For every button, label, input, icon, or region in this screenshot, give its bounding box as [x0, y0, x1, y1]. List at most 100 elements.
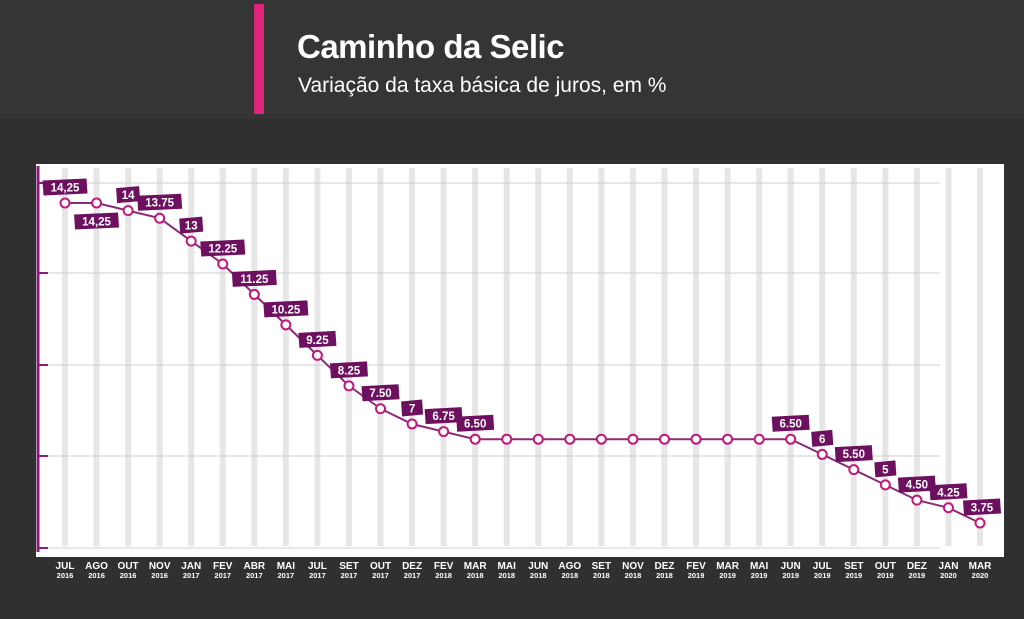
data-label-text: 6.50 — [464, 419, 486, 431]
data-label: 6.75 — [424, 407, 463, 425]
data-label: 9.25 — [298, 330, 337, 348]
x-tick-year: 2019 — [845, 571, 862, 580]
x-tick-year: 2018 — [593, 571, 610, 580]
data-label-text: 12.25 — [208, 243, 237, 255]
x-tick-month: MAI — [277, 561, 296, 572]
data-label-badge — [42, 178, 88, 196]
data-label: 3.75 — [963, 498, 1001, 516]
x-tick-month: JUL — [813, 561, 832, 572]
data-label: 13 — [179, 216, 204, 234]
x-tick-month: JUL — [308, 561, 327, 572]
data-point — [627, 433, 639, 445]
x-tick-year: 2020 — [940, 571, 957, 580]
data-label-badge — [771, 414, 810, 432]
data-label-badge — [874, 460, 897, 478]
column-stripe — [977, 168, 983, 546]
column-stripe — [440, 168, 447, 546]
header-bar — [0, 0, 1024, 118]
x-tick-year: 2017 — [278, 571, 295, 580]
column-stripe — [850, 168, 857, 546]
x-tick-month: DEZ — [402, 561, 422, 572]
data-label-text: 4.25 — [937, 487, 960, 499]
data-label-badge — [963, 498, 1001, 516]
x-tick-year: 2016 — [88, 571, 105, 580]
column-stripe — [345, 168, 352, 546]
data-label: 14 — [116, 186, 141, 204]
data-label-text: 6 — [819, 434, 825, 446]
column-stripe — [913, 168, 920, 546]
column-stripe — [188, 168, 195, 546]
x-tick-month: SET — [339, 561, 358, 572]
data-point — [154, 212, 166, 224]
data-point — [848, 464, 860, 476]
data-label: 6.50 — [456, 414, 495, 432]
data-label-text: 7.50 — [369, 388, 391, 400]
data-label-badge — [179, 216, 204, 234]
data-label-text: 14 — [122, 190, 135, 202]
column-stripe — [219, 168, 226, 546]
x-tick-year: 2019 — [814, 571, 831, 580]
x-tick-month: MAI — [750, 561, 769, 572]
x-tick-year: 2016 — [120, 571, 137, 580]
data-point — [974, 517, 986, 529]
x-tick-month: MAI — [498, 561, 517, 572]
x-tick-month: JUN — [781, 561, 801, 572]
x-tick-month: ABR — [243, 561, 265, 572]
x-tick-year: 2018 — [435, 571, 452, 580]
data-label: 4.50 — [897, 475, 936, 493]
column-stripe — [566, 168, 573, 546]
column-stripe — [819, 168, 826, 546]
x-tick-year: 2019 — [782, 571, 799, 580]
data-label-text: 4.50 — [906, 480, 928, 492]
x-tick-month: FEV — [213, 561, 233, 572]
x-tick-month: AGO — [558, 561, 581, 572]
data-label-badge — [298, 330, 337, 348]
data-label: 6.50 — [771, 414, 810, 432]
data-label-text: 6.50 — [779, 419, 801, 431]
column-stripe — [282, 168, 289, 546]
data-point — [722, 433, 734, 445]
accent-bar — [254, 4, 264, 114]
data-point — [248, 288, 260, 300]
data-label-text: 14,25 — [82, 217, 111, 229]
data-label: 7.50 — [361, 384, 400, 402]
data-label: 5 — [874, 460, 897, 478]
x-tick-year: 2017 — [404, 571, 421, 580]
column-stripe — [377, 168, 384, 546]
data-point — [311, 349, 323, 361]
data-label-badge — [361, 384, 400, 402]
x-tick-year: 2016 — [57, 571, 74, 580]
data-point — [564, 433, 576, 445]
data-label-text: 9.25 — [306, 335, 329, 347]
column-stripe — [598, 168, 605, 546]
x-tick-month: MAR — [716, 561, 740, 572]
data-label-text: 7 — [409, 403, 415, 415]
column-stripe — [945, 168, 952, 546]
data-label-badge — [74, 212, 120, 230]
data-label-text: 8.25 — [338, 365, 361, 377]
data-point — [406, 418, 418, 430]
column-stripe — [409, 168, 416, 546]
column-stripe — [535, 168, 542, 546]
x-tick-month: NOV — [622, 561, 644, 572]
data-point — [785, 433, 797, 445]
data-label-text: 11.25 — [240, 274, 269, 286]
column-stripe — [787, 168, 794, 546]
data-label: 5.50 — [834, 445, 873, 463]
